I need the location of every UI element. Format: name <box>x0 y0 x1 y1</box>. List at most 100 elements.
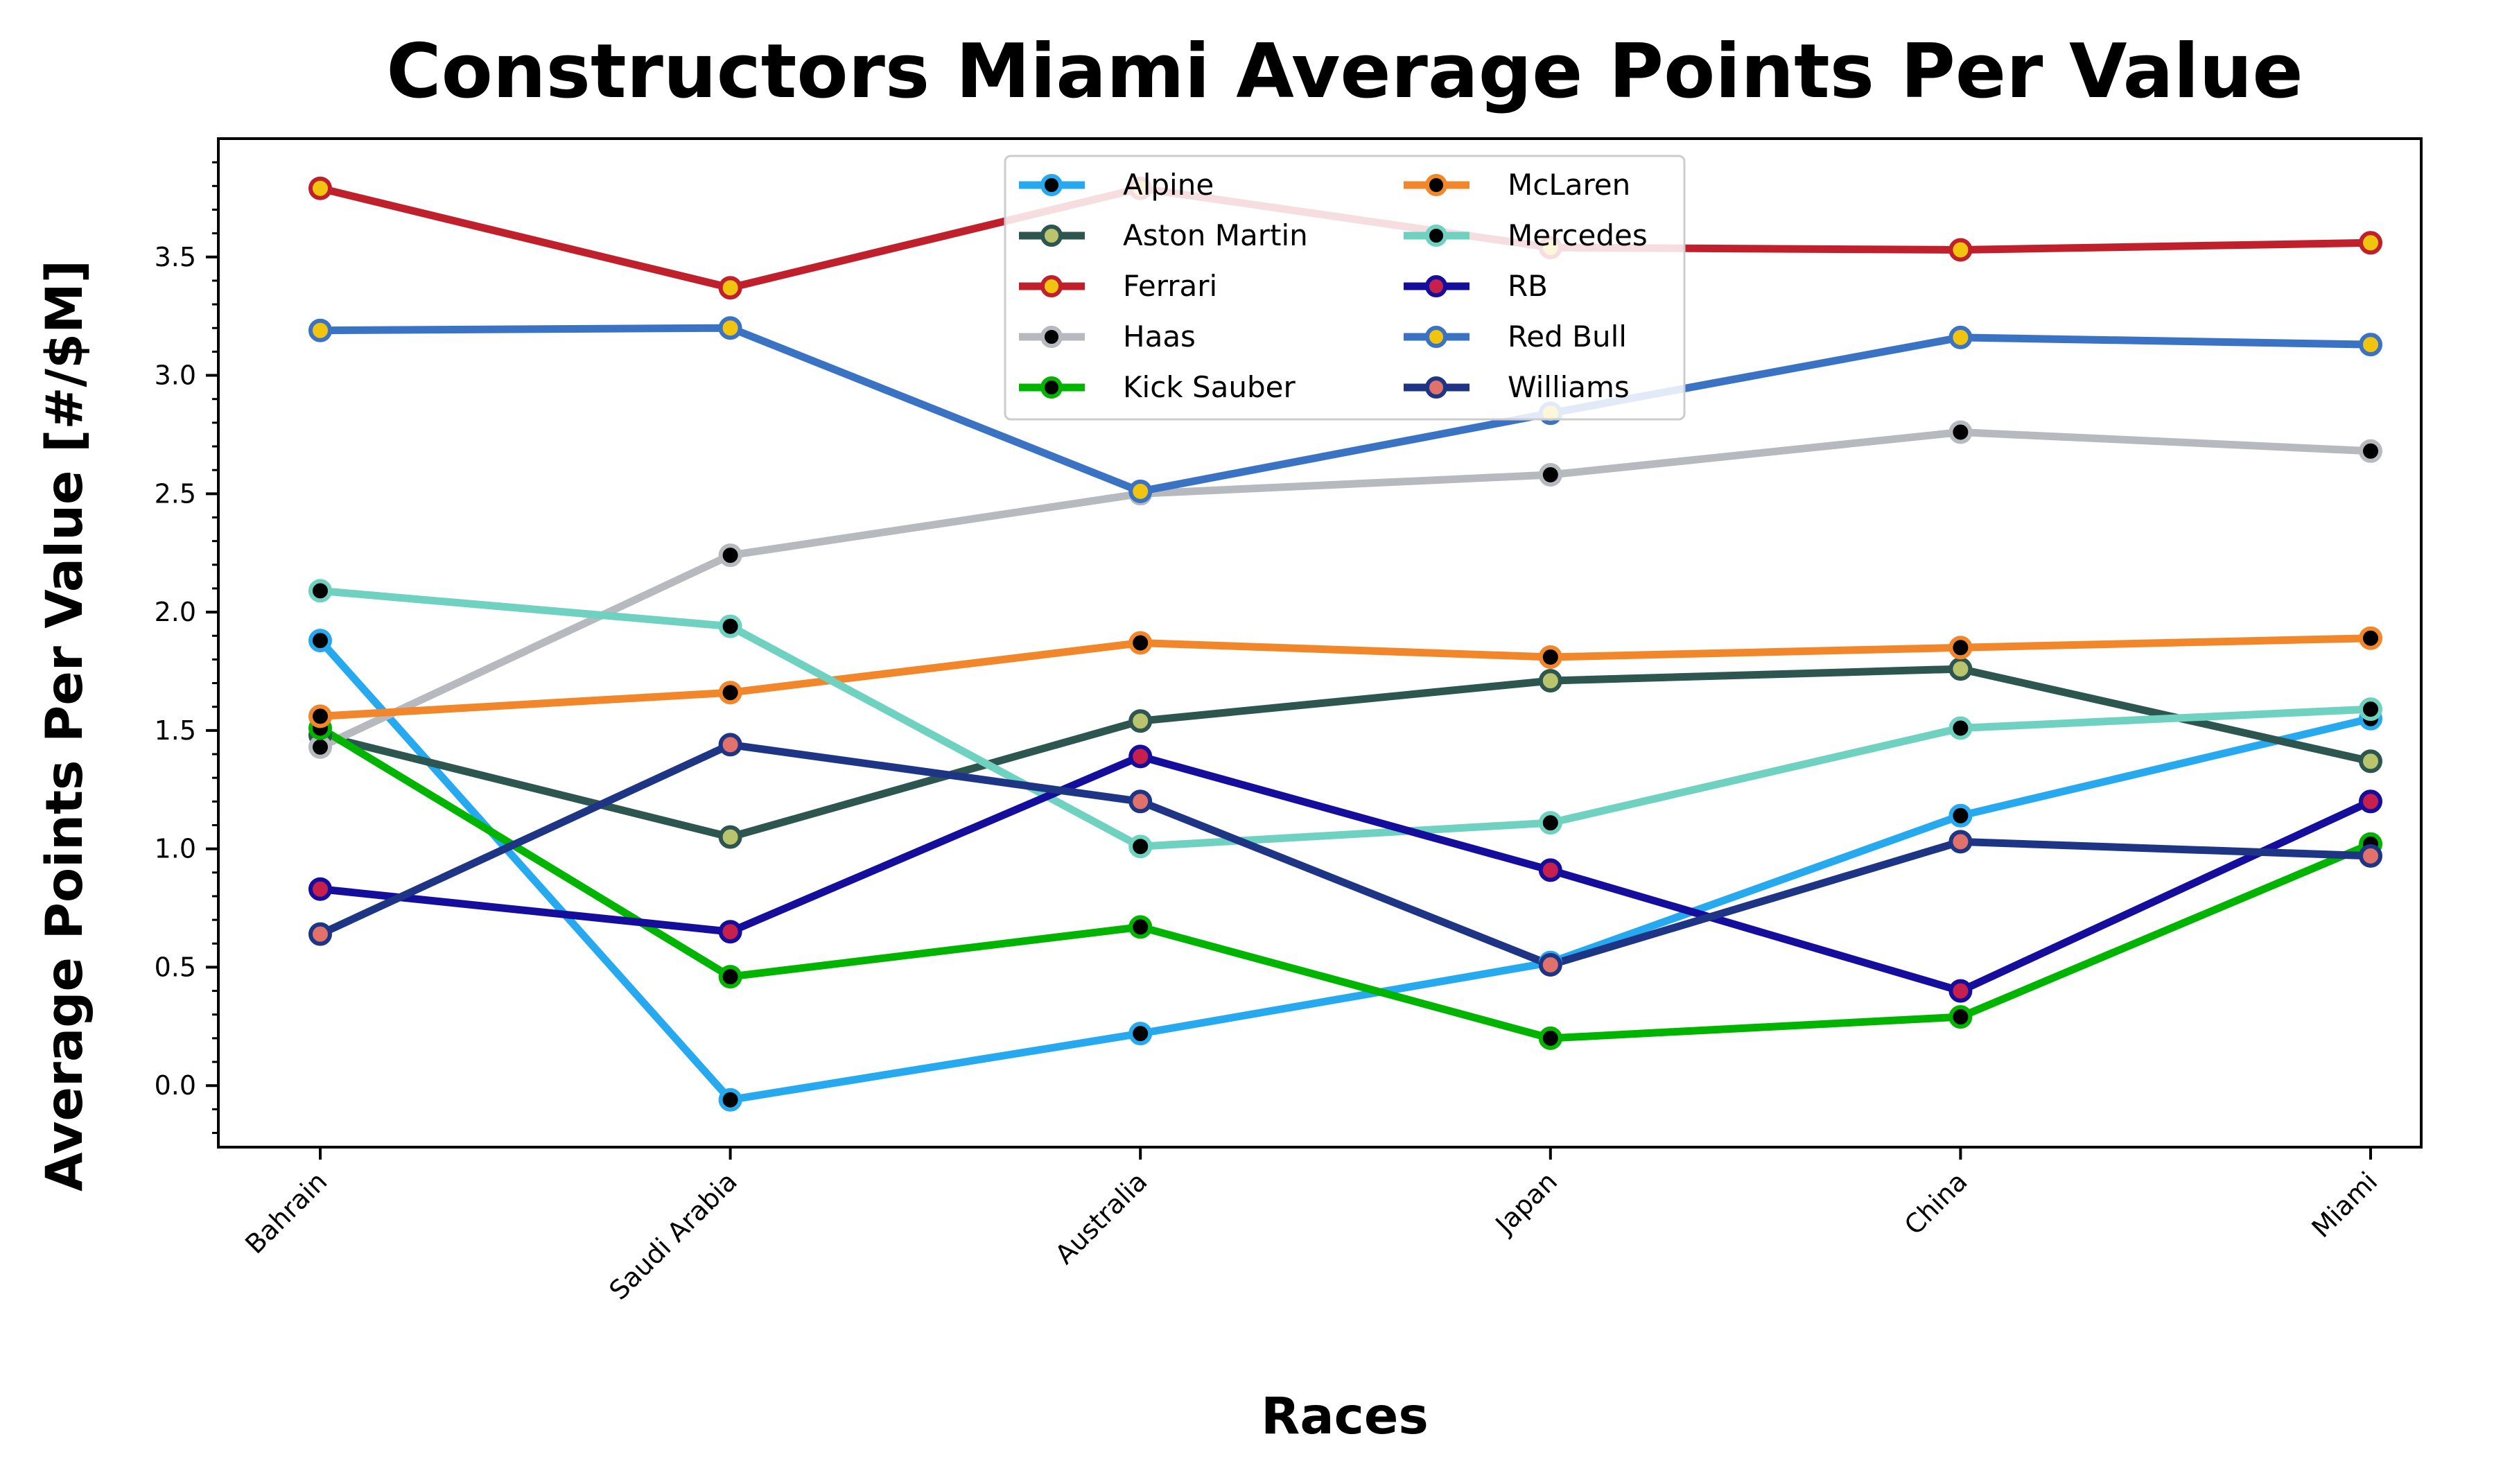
series-line-alpine <box>316 636 2375 1104</box>
data-point-rb-4 <box>1948 979 1973 1003</box>
data-point-ferrari-1 <box>718 276 742 300</box>
data-point-red-bull-2 <box>1128 479 1153 503</box>
data-point-mclaren-3 <box>1538 645 1562 669</box>
data-point-alpine-1 <box>718 1088 742 1112</box>
plot-area: 0.0 0.5 1.0 1.5 2.0 2.5 3.0 3.5 Bahrain Saudi Ara… <box>155 137 2423 1306</box>
data-point-kick-sauber-2 <box>1128 915 1153 939</box>
legend-swatch-marker-kick-sauber <box>1040 376 1063 399</box>
legend-swatch-marker-williams <box>1425 376 1447 399</box>
data-point-rb-2 <box>1128 744 1153 769</box>
data-point-mercedes-1 <box>718 614 742 638</box>
y-tick-label: 2.5 <box>155 478 196 509</box>
y-tick-label: 3.5 <box>155 242 196 272</box>
data-point-red-bull-4 <box>1948 325 1973 349</box>
data-point-haas-4 <box>1948 420 1973 444</box>
x-tick-label: China <box>1899 1166 1973 1241</box>
data-point-mclaren-2 <box>1128 631 1153 655</box>
data-point-williams-5 <box>2359 844 2382 868</box>
legend-swatch-marker-alpine <box>1040 174 1063 196</box>
data-point-rb-0 <box>308 877 332 901</box>
legend-swatch-marker-aston-martin <box>1040 225 1063 247</box>
data-point-mercedes-3 <box>1538 811 1562 835</box>
data-point-mclaren-0 <box>308 704 332 728</box>
data-point-alpine-2 <box>1128 1022 1153 1046</box>
data-point-aston-martin-5 <box>2359 749 2382 774</box>
legend-label-mercedes: Mercedes <box>1508 218 1648 252</box>
data-point-alpine-4 <box>1948 803 1973 828</box>
legend-swatch-marker-red-bull <box>1425 326 1447 348</box>
data-point-rb-1 <box>718 920 742 944</box>
data-point-rb-3 <box>1538 858 1562 882</box>
data-point-mclaren-4 <box>1948 636 1973 660</box>
legend-box <box>1004 155 1686 421</box>
plot-frame <box>217 137 2423 1149</box>
series-line-mclaren <box>316 634 2375 720</box>
legend-label-mclaren: McLaren <box>1508 168 1630 202</box>
x-tick-label: Bahrain <box>239 1166 333 1259</box>
legend-swatch-marker-mclaren <box>1425 174 1447 196</box>
data-point-williams-3 <box>1538 953 1562 977</box>
data-point-haas-3 <box>1538 463 1562 487</box>
y-tick-label: 3.0 <box>155 360 196 391</box>
data-point-aston-martin-1 <box>718 825 742 849</box>
y-tick-label: 2.0 <box>155 597 196 627</box>
y-tick-label: 1.5 <box>155 715 196 746</box>
data-point-williams-0 <box>308 922 332 946</box>
data-point-haas-5 <box>2359 439 2382 463</box>
series-line-kick-sauber <box>316 724 2375 1042</box>
data-point-haas-1 <box>718 543 742 568</box>
data-point-red-bull-5 <box>2359 333 2382 357</box>
legend: Alpine Aston Martin Ferrari Haas Kick Sauber… <box>1004 155 1686 421</box>
legend-swatch-marker-haas <box>1040 326 1063 348</box>
data-point-kick-sauber-1 <box>718 965 742 989</box>
data-point-williams-1 <box>718 733 742 757</box>
y-tick-label: 0.0 <box>155 1070 196 1101</box>
legend-swatch-marker-rb <box>1425 275 1447 297</box>
series-line-mercedes <box>316 586 2375 850</box>
series-line-red-bull <box>316 324 2375 496</box>
legend-swatch-marker-ferrari <box>1040 275 1063 297</box>
legend-label-rb: RB <box>1508 269 1548 303</box>
data-point-aston-martin-4 <box>1948 657 1973 681</box>
y-tick-label: 0.5 <box>155 952 196 982</box>
data-point-mercedes-2 <box>1128 835 1153 859</box>
series-line-rb <box>316 752 2375 995</box>
data-point-williams-2 <box>1128 789 1153 814</box>
data-point-ferrari-5 <box>2359 231 2382 255</box>
y-axis-label: Average Points Per Value [#/$M] <box>35 260 94 1191</box>
data-point-kick-sauber-3 <box>1538 1026 1562 1050</box>
data-point-rb-5 <box>2359 789 2382 814</box>
x-tick-label: Japan <box>1489 1166 1563 1240</box>
data-point-mclaren-5 <box>2359 626 2382 650</box>
data-point-ferrari-4 <box>1948 238 1973 262</box>
x-tick-label: Miami <box>2305 1166 2383 1243</box>
data-point-red-bull-0 <box>308 318 332 342</box>
chart-title: Constructors Miami Average Points Per Va… <box>386 28 2303 115</box>
data-point-red-bull-1 <box>718 316 742 340</box>
legend-label-red-bull: Red Bull <box>1508 320 1627 353</box>
data-point-mercedes-5 <box>2359 697 2382 722</box>
x-tick-label: Australia <box>1049 1166 1153 1270</box>
data-point-mercedes-0 <box>308 579 332 603</box>
legend-swatch-marker-mercedes <box>1425 225 1447 247</box>
legend-label-haas: Haas <box>1123 320 1196 353</box>
data-point-aston-martin-3 <box>1538 669 1562 693</box>
data-point-williams-4 <box>1948 830 1973 854</box>
series-line-aston-martin <box>316 665 2375 841</box>
data-point-ferrari-0 <box>308 176 332 200</box>
data-point-kick-sauber-4 <box>1948 1005 1973 1029</box>
x-tick-label: Saudi Arabia <box>603 1166 743 1306</box>
data-point-mclaren-1 <box>718 681 742 705</box>
legend-label-kick-sauber: Kick Sauber <box>1123 370 1296 404</box>
series-line-haas <box>316 428 2375 751</box>
data-point-haas-0 <box>308 735 332 759</box>
y-tick-label: 1.0 <box>155 834 196 864</box>
data-point-aston-martin-2 <box>1128 709 1153 733</box>
legend-label-williams: Williams <box>1508 370 1630 404</box>
legend-label-ferrari: Ferrari <box>1123 269 1217 303</box>
legend-label-alpine: Alpine <box>1123 168 1214 202</box>
series-line-williams <box>316 740 2375 969</box>
x-axis-label: Races <box>1261 1387 1429 1446</box>
